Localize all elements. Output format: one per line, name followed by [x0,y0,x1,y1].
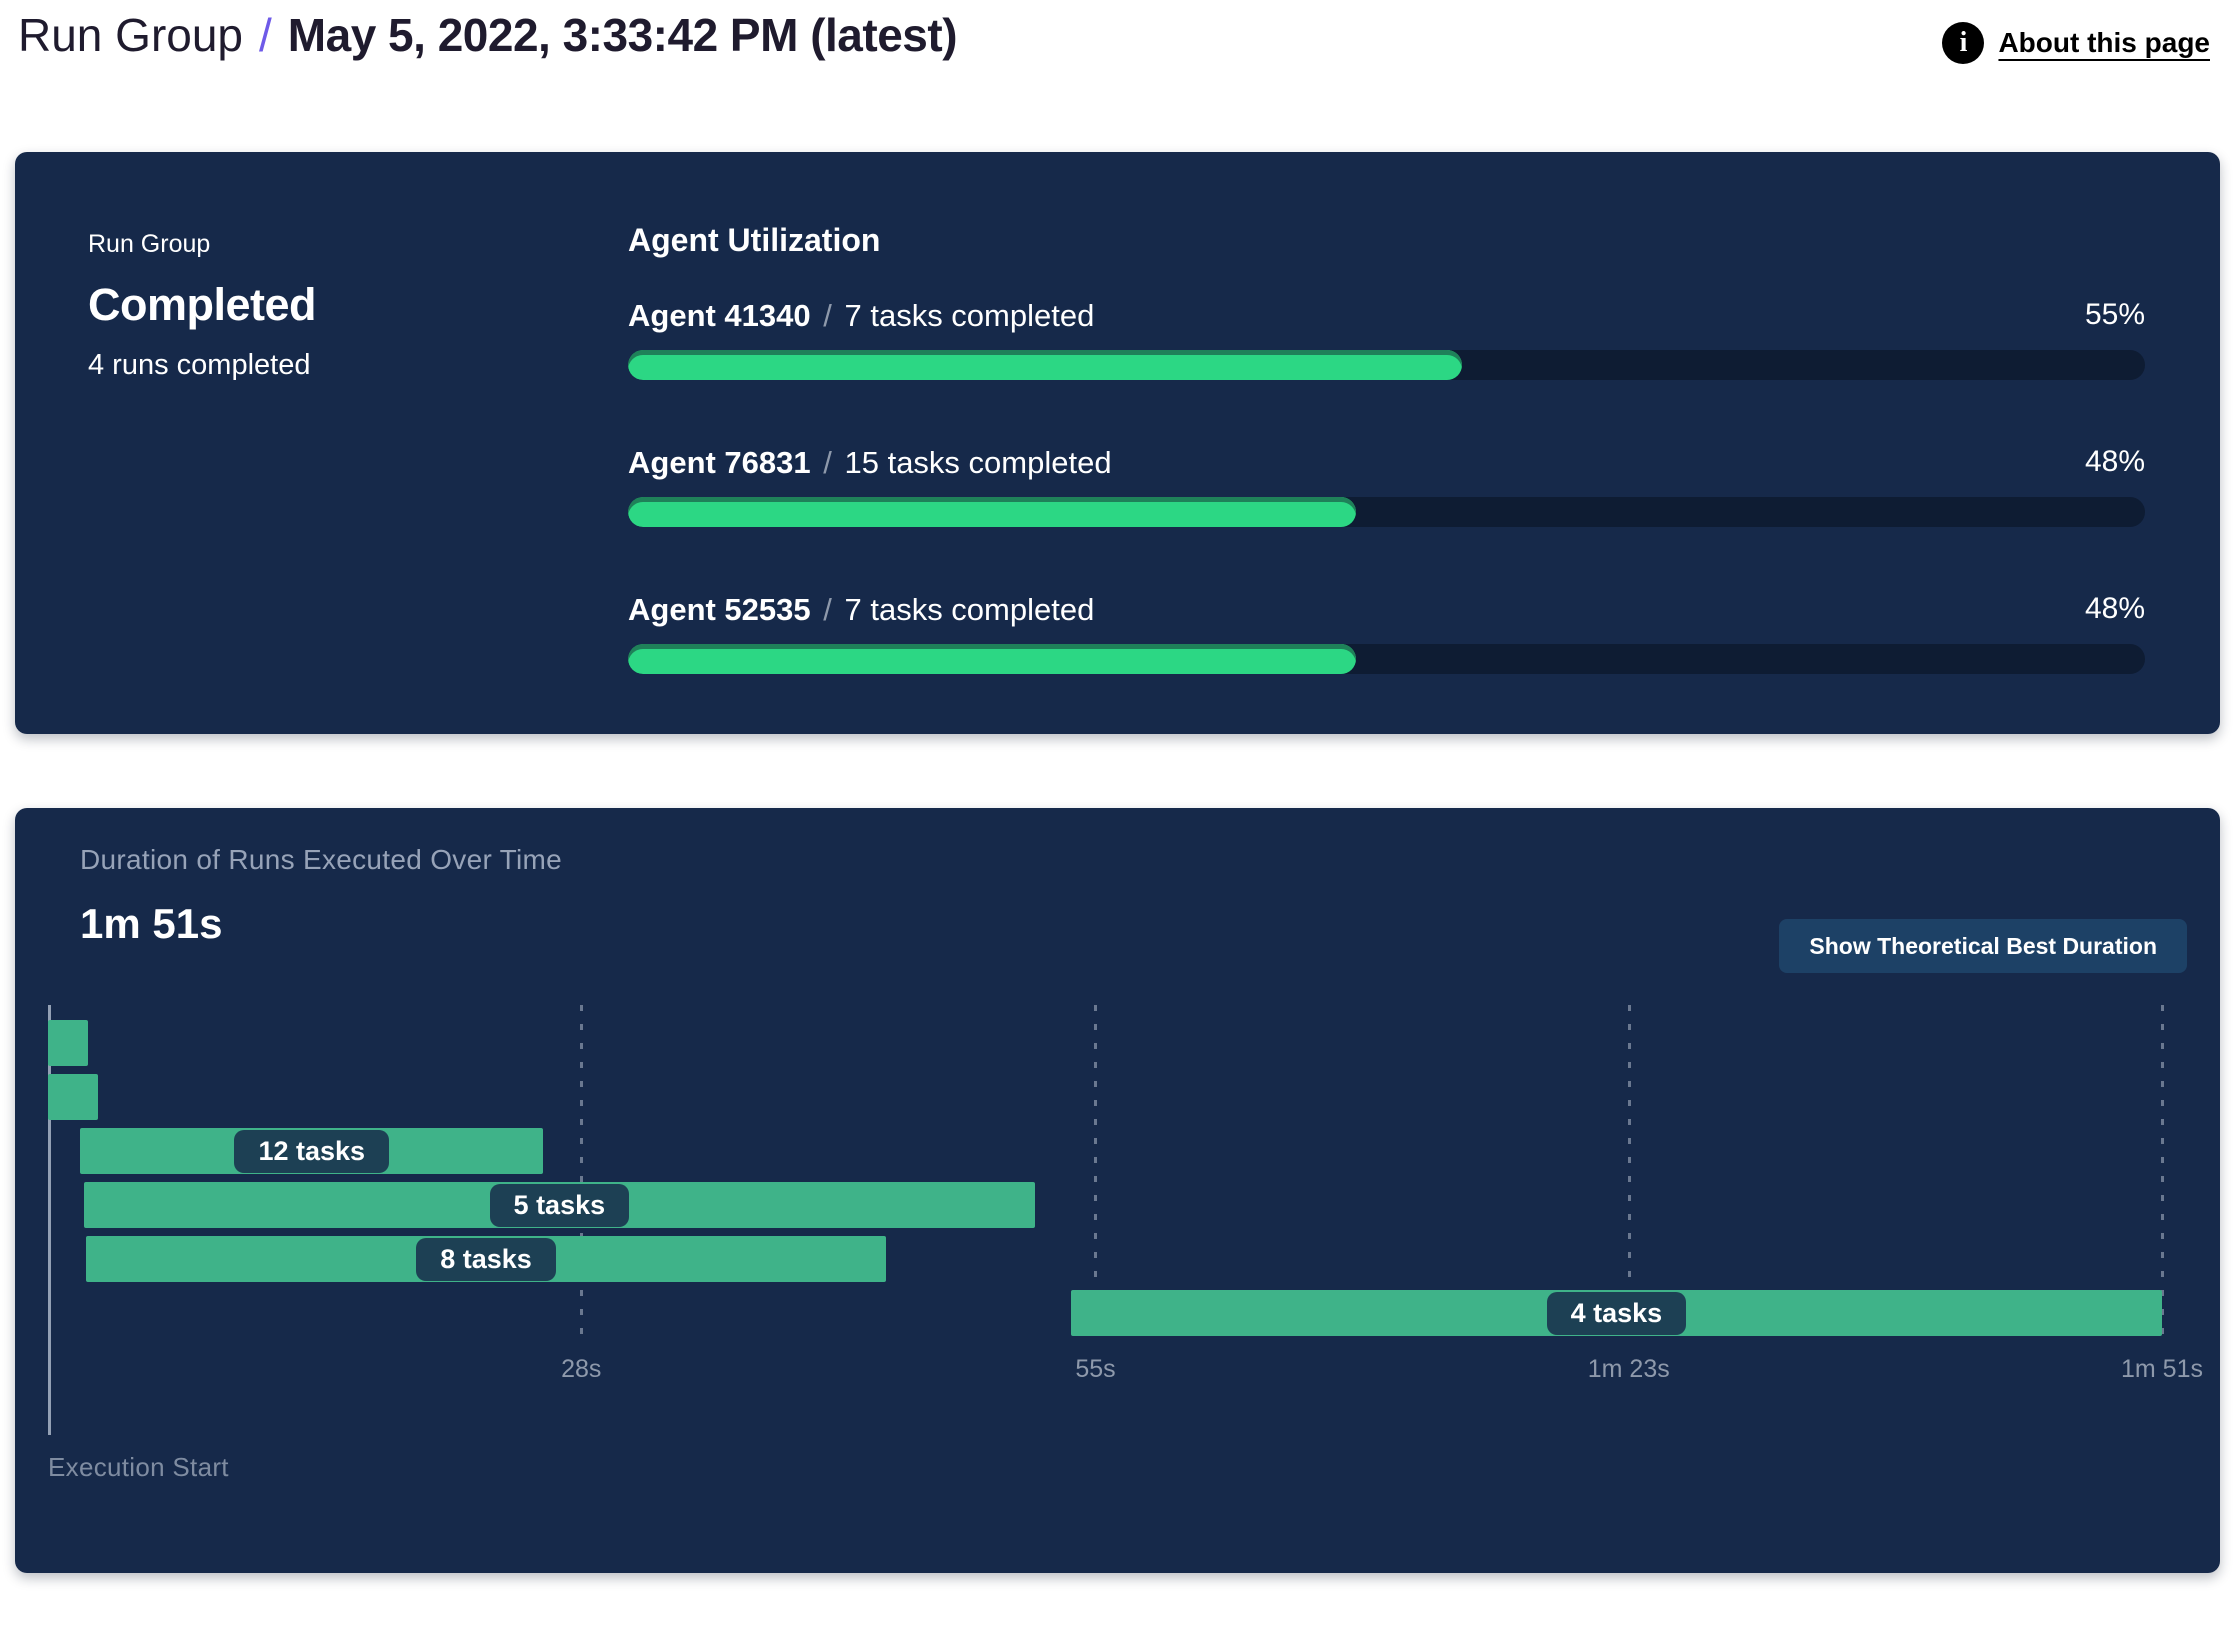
gantt-run-bar[interactable] [48,1020,88,1066]
task-count-badge: 12 tasks [234,1129,390,1173]
run-group-summary-panel: Run Group Completed 4 runs completed Age… [15,152,2220,734]
run-group-summary: Run Group Completed 4 runs completed [88,230,317,382]
agent-row: Agent 52535 / 7 tasks completed 48% [628,592,2145,674]
progressbar-fill [628,644,1357,674]
agent-utilization-percent: 55% [2084,298,2145,331]
x-tick-label: 1m 23s [1587,1355,1670,1383]
agent-label-separator: / [814,445,841,480]
task-count-badge: 8 tasks [416,1237,556,1281]
page-title: May 5, 2022, 3:33:42 PM (latest) [287,9,958,61]
task-count-badge: 4 tasks [1546,1291,1687,1335]
agent-utilization-title: Agent Utilization [628,222,881,258]
breadcrumb-separator: / [259,9,272,61]
agent-label: Agent 76831 / 15 tasks completed [628,445,2145,481]
execution-start-label: Execution Start [48,1452,229,1482]
chart-subtitle: Duration of Runs Executed Over Time [80,844,563,875]
gantt-run-bar[interactable]: 8 tasks [86,1236,886,1282]
agent-label-separator: / [814,298,841,333]
gantt-chart: Execution Start 28s 55s 1m 23s 1m 51s 12 tas… [15,808,2220,1573]
y-axis-line [48,1005,51,1435]
agent-name: Agent 76831 [628,445,811,480]
agent-row: Agent 41340 / 7 tasks completed 55% [628,298,2145,380]
duration-chart-panel: Duration of Runs Executed Over Time 1m 5… [15,808,2220,1573]
progressbar-fill [628,350,1463,380]
agent-utilization-percent: 48% [2084,592,2145,625]
gantt-run-bar[interactable]: 4 tasks [1070,1290,2162,1336]
gridline [1094,1005,1098,1345]
gantt-run-bar[interactable]: 12 tasks [80,1128,544,1174]
gantt-run-bar[interactable] [48,1074,98,1120]
breadcrumb-root: Run Group [18,9,244,61]
agent-utilization-progressbar [628,350,2145,380]
total-duration-value: 1m 51s [80,900,223,947]
task-count-badge: 5 tasks [489,1183,630,1227]
agent-utilization-percent: 48% [2084,445,2145,478]
agent-label-separator: / [814,592,841,627]
x-tick-label: 1m 51s [2121,1355,2203,1383]
x-tick-label: 55s [1075,1355,1116,1383]
status-badge: Completed [88,279,317,330]
agent-tasks-completed: 7 tasks completed [844,298,1095,333]
info-icon: i [1942,22,1985,64]
about-link-label: About this page [1998,27,2210,58]
about-this-page-link[interactable]: i About this page [1942,22,2210,64]
agent-label: Agent 41340 / 7 tasks completed [628,298,2145,334]
agent-utilization-section: Agent Utilization Agent 41340 / 7 tasks … [628,222,2145,674]
runs-completed-count: 4 runs completed [88,349,311,381]
agent-utilization-progressbar [628,497,2145,527]
agent-tasks-completed: 15 tasks completed [844,445,1112,480]
show-theoretical-best-duration-button[interactable]: Show Theoretical Best Duration [1779,919,2187,973]
breadcrumb: Run Group / May 5, 2022, 3:33:42 PM (lat… [18,8,958,62]
agent-name: Agent 41340 [628,298,811,333]
agent-utilization-progressbar [628,644,2145,674]
summary-label: Run Group [88,230,211,258]
page-header: Run Group / May 5, 2022, 3:33:42 PM (lat… [0,0,2240,110]
agent-label: Agent 52535 / 7 tasks completed [628,592,2145,628]
gridline [580,1005,584,1345]
agent-name: Agent 52535 [628,592,811,627]
gridline [2161,1005,2164,1345]
gridline [1627,1005,1631,1345]
progressbar-fill [628,497,1357,527]
agent-row: Agent 76831 / 15 tasks completed 48% [628,445,2145,527]
agent-tasks-completed: 7 tasks completed [844,592,1095,627]
x-tick-label: 28s [561,1355,602,1383]
gantt-run-bar[interactable]: 5 tasks [84,1182,1035,1228]
